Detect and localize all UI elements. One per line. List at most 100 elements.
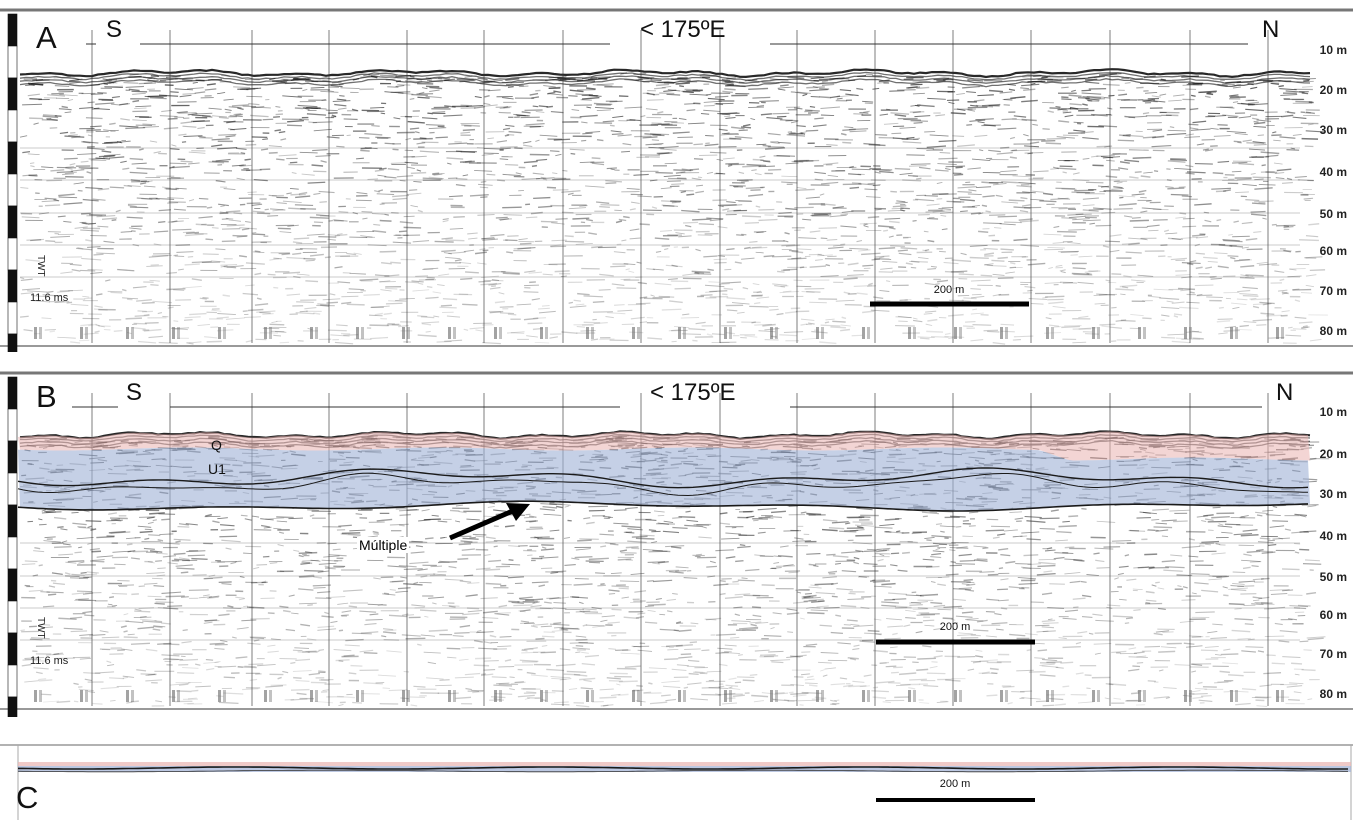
reflector-trace: [1157, 587, 1165, 590]
reflector-trace: [900, 247, 918, 250]
reflector-trace: [961, 299, 972, 302]
reflector-trace: [1167, 187, 1185, 190]
reflector-trace: [368, 73, 380, 76]
reflector-trace: [1064, 572, 1081, 575]
reflector-trace: [411, 540, 428, 543]
reflector-trace: [1143, 171, 1153, 174]
reflector-trace: [245, 169, 262, 172]
reflector-trace: [1168, 99, 1182, 102]
reflector-trace: [139, 615, 147, 618]
reflector-trace: [252, 210, 265, 213]
reflector-trace: [252, 233, 266, 236]
reflector-trace: [1104, 697, 1110, 700]
reflector-trace: [1198, 90, 1217, 94]
reflector-trace: [453, 215, 465, 218]
reflector-trace: [1281, 292, 1288, 295]
reflector-trace: [1297, 604, 1311, 607]
reflector-trace: [427, 79, 433, 82]
reflector-trace: [292, 241, 303, 244]
reflector-trace: [432, 172, 440, 175]
reflector-trace: [538, 205, 553, 209]
reflector-trace: [113, 329, 123, 332]
reflector-trace: [455, 504, 464, 507]
reflector-trace: [508, 558, 514, 562]
reflector-trace: [906, 86, 918, 89]
reflector-trace: [1253, 120, 1259, 123]
reflector-trace: [1171, 301, 1185, 304]
reflector-trace: [637, 281, 647, 285]
reflector-trace: [703, 100, 723, 103]
reflector-trace: [76, 247, 93, 251]
reflector-trace: [78, 561, 85, 564]
reflector-trace: [516, 303, 532, 306]
reflector-trace: [419, 150, 440, 153]
reflector-trace: [341, 301, 352, 305]
reflector-trace: [303, 554, 310, 557]
reflector-trace: [1194, 687, 1208, 690]
shotpoint-mark: [1184, 327, 1187, 339]
reflector-trace: [82, 198, 99, 202]
reflector-trace: [683, 221, 699, 224]
reflector-trace: [1032, 190, 1044, 193]
time-scale-block: [7, 696, 18, 717]
reflector-trace: [235, 113, 243, 117]
reflector-trace: [422, 267, 439, 270]
reflector-trace: [463, 328, 469, 331]
reflector-trace: [970, 287, 981, 290]
reflector-trace: [1241, 246, 1249, 249]
reflector-trace: [1214, 681, 1229, 684]
reflector-trace: [499, 312, 515, 314]
reflector-trace: [1237, 637, 1251, 640]
reflector-trace: [611, 283, 625, 286]
reflector-trace: [145, 648, 158, 652]
reflector-trace: [553, 602, 566, 604]
reflector-trace: [950, 270, 968, 273]
reflector-trace: [364, 623, 377, 626]
reflector-trace: [485, 568, 501, 571]
reflector-trace: [108, 156, 125, 159]
reflector-trace: [793, 160, 808, 163]
reflector-trace: [1269, 588, 1290, 591]
reflector-trace: [1139, 511, 1151, 514]
reflector-trace: [1203, 256, 1218, 259]
reflector-trace: [1128, 115, 1148, 118]
reflector-trace: [86, 171, 92, 174]
reflector-trace: [224, 108, 232, 112]
reflector-trace: [1105, 279, 1111, 282]
reflector-trace: [301, 173, 315, 176]
reflector-trace: [758, 165, 775, 168]
reflector-trace: [281, 253, 291, 256]
reflector-trace: [711, 333, 725, 336]
reflector-trace: [195, 112, 213, 115]
reflector-trace: [228, 219, 242, 222]
reflector-trace: [1120, 293, 1126, 296]
reflector-trace: [125, 85, 144, 88]
reflector-trace: [1067, 213, 1084, 216]
reflector-trace: [148, 335, 164, 339]
reflector-trace: [254, 303, 269, 306]
reflector-trace: [120, 160, 127, 163]
reflector-trace: [1114, 577, 1119, 580]
reflector-trace: [410, 171, 427, 175]
reflector-trace: [271, 321, 278, 324]
reflector-trace: [1249, 297, 1257, 300]
reflector-trace: [831, 595, 838, 598]
reflector-trace: [909, 601, 928, 604]
reflector-trace: [69, 163, 76, 166]
reflector-trace: [582, 96, 600, 100]
reflector-trace: [1002, 97, 1016, 100]
reflector-trace: [125, 126, 146, 130]
reflector-trace: [935, 547, 941, 551]
reflector-trace: [434, 240, 454, 243]
reflector-trace: [358, 136, 370, 139]
reflector-trace: [62, 540, 68, 543]
shotpoint-mark: [177, 327, 180, 339]
reflector-trace: [784, 216, 793, 219]
reflector-trace: [1055, 105, 1061, 108]
reflector-trace: [56, 700, 71, 704]
reflector-trace: [796, 248, 812, 251]
reflector-trace: [1252, 596, 1263, 599]
reflector-trace: [326, 301, 338, 304]
reflector-trace: [521, 178, 540, 180]
reflector-trace: [110, 699, 116, 702]
